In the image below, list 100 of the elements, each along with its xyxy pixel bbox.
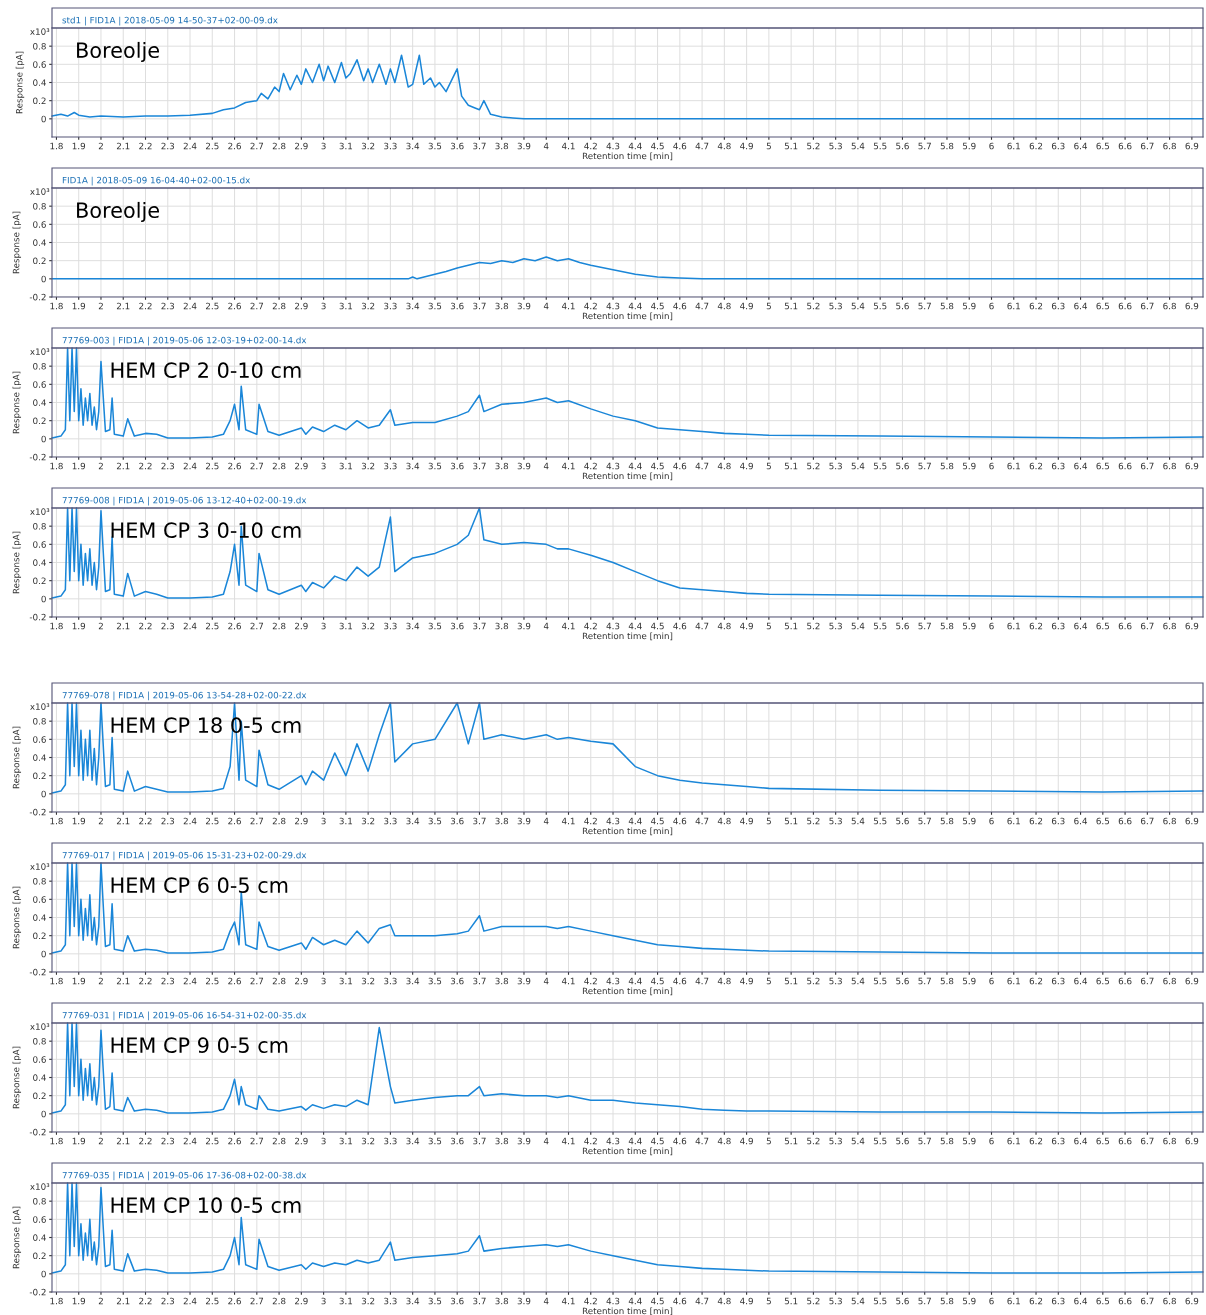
- x-tick-label: 4.3: [606, 1137, 620, 1145]
- annotation: HEM CP 6 0-5 cm: [111, 877, 288, 894]
- x-tick-label: 5.1: [784, 462, 798, 470]
- x-tick-label: 2.2: [139, 142, 152, 150]
- x-tick-label: 1.8: [50, 462, 63, 470]
- text: x10³: [30, 1023, 50, 1030]
- x-tick-label: 4.8: [717, 142, 731, 150]
- x-tick-label: 4.9: [740, 1137, 753, 1145]
- x-tick-label: 5.6: [896, 817, 909, 825]
- x-tick-label: 3.1: [339, 302, 353, 310]
- x-tick-label: 5.5: [873, 142, 887, 150]
- x-tick-label: 2.5: [205, 977, 219, 985]
- x-tick-label: 2.4: [183, 302, 197, 310]
- x-tick-label: 3.6: [450, 817, 464, 825]
- x-tick-label: 6.5: [1096, 302, 1110, 310]
- x-tick-label: 5.6: [896, 462, 909, 470]
- x-tick-label: 2.3: [161, 1137, 175, 1145]
- x-tick-label: 6.9: [1185, 462, 1199, 470]
- line-series: [51, 256, 1204, 280]
- x-tick-label: 4.8: [717, 622, 731, 630]
- x-tick-label: 1.9: [72, 302, 86, 310]
- x-tick-label: 4: [543, 302, 549, 310]
- x-tick-label: 5.5: [873, 817, 887, 825]
- y-tick-label: 0: [41, 1110, 46, 1118]
- x-tick-label: 5.6: [896, 977, 909, 985]
- x-tick-label: 6.2: [1029, 817, 1043, 825]
- x-tick-label: 3.4: [406, 977, 420, 985]
- x-tick-label: 6: [989, 1137, 994, 1145]
- x-tick-label: 1.8: [50, 1297, 63, 1305]
- x-tick-label: 1.9: [72, 1137, 86, 1145]
- x-tick-label: 2: [98, 1297, 103, 1305]
- x-tick-label: 4.6: [673, 622, 687, 630]
- x-tick-label: 6.6: [1118, 817, 1132, 825]
- x-tick-label: 2.8: [272, 462, 286, 470]
- x-tick-label: 4.4: [628, 1137, 642, 1145]
- x-tick-label: 5.6: [896, 302, 909, 310]
- x-tick-label: 5.5: [873, 302, 887, 310]
- x-tick-label: 4.6: [673, 302, 687, 310]
- x-tick-label: 3.1: [339, 1297, 353, 1305]
- x-tick-label: 2.8: [272, 817, 286, 825]
- chart-title: 77769-035 | FID1A | 2019-05-06 17-36-08+02-00-38.dx: [62, 1171, 307, 1181]
- x-tick-label: 4.7: [695, 1137, 709, 1145]
- y-tick-label: -0.2: [29, 613, 46, 621]
- x-tick-label: 4.9: [740, 142, 753, 150]
- x-tick-label: 3.9: [517, 817, 531, 825]
- chart-title: std1 | FID1A | 2018-05-09 14-50-37+02-00-09.dx: [62, 16, 278, 26]
- x-tick-label: 5.1: [784, 817, 798, 825]
- annotation: Boreolje: [77, 41, 159, 63]
- x-tick-label: 3.2: [361, 462, 375, 470]
- x-tick-label: 3.1: [339, 462, 353, 470]
- x-tick-label: 2.2: [139, 302, 152, 310]
- x-tick-label: 3: [321, 462, 326, 470]
- x-tick-label: 6.4: [1074, 462, 1088, 470]
- x-tick-label: 5.1: [784, 1297, 798, 1305]
- chart-title: 77769-003 | FID1A | 2019-05-06 12-03-19+02-00-14.dx: [62, 336, 307, 346]
- x-tick-label: 5.1: [784, 142, 798, 150]
- text: x10³: [30, 703, 50, 710]
- x-tick-label: 2.3: [161, 462, 175, 470]
- x-tick-label: 4: [543, 977, 549, 985]
- x-tick-label: 4.2: [584, 1297, 597, 1305]
- x-tick-label: 6.3: [1051, 142, 1065, 150]
- x-tick-label: 2.6: [228, 462, 241, 470]
- y-tick-label: -0.2: [29, 1288, 46, 1296]
- x-tick-label: 4.2: [584, 1137, 597, 1145]
- x-tick-label: 2.6: [228, 1137, 241, 1145]
- y-tick-label: 0.4: [33, 559, 46, 566]
- x-tick-label: 2.5: [205, 302, 219, 310]
- y-axis-title: Response [pA]: [12, 531, 22, 594]
- x-tick-label: 3.4: [406, 817, 420, 825]
- x-tick-label: 6.3: [1051, 1297, 1065, 1305]
- x-tick-label: 4.9: [740, 462, 753, 470]
- x-tick-label: 2.8: [272, 622, 286, 630]
- x-tick-label: 3.4: [406, 622, 420, 630]
- x-tick-label: 6.9: [1185, 142, 1199, 150]
- x-tick-label: 3.5: [428, 817, 442, 825]
- x-tick-label: 4.8: [717, 462, 731, 470]
- x-tick-label: 6.5: [1096, 622, 1110, 630]
- x-tick-label: 2: [98, 462, 103, 470]
- x-tick-label: 2.7: [250, 462, 264, 470]
- x-tick-label: 3.5: [428, 1137, 442, 1145]
- x-tick-label: 4: [543, 142, 549, 150]
- x-tick-label: 6.1: [1007, 817, 1020, 825]
- x-tick-label: 4.2: [584, 977, 597, 985]
- annotation: Boreolje: [77, 201, 159, 223]
- x-tick-label: 3.3: [384, 142, 397, 150]
- x-tick-label: 3.2: [361, 817, 375, 825]
- x-tick-label: 5.7: [918, 1137, 931, 1145]
- x-tick-label: 6.4: [1074, 302, 1088, 310]
- x-tick-label: 2.7: [250, 142, 264, 150]
- x-tick-label: 5.9: [962, 142, 976, 150]
- x-tick-label: 2: [98, 1137, 103, 1145]
- x-tick-label: 6.4: [1074, 977, 1088, 985]
- x-tick-label: 2.4: [183, 1137, 197, 1145]
- x-tick-label: 6.6: [1118, 977, 1132, 985]
- y-tick-label: 0.2: [33, 257, 46, 265]
- x-tick-label: 3.7: [473, 302, 486, 310]
- x-tick-label: 3.5: [428, 622, 442, 630]
- x-tick-label: 6.9: [1185, 977, 1199, 985]
- x-tick-label: 4.4: [628, 462, 642, 470]
- x-tick-label: 4.7: [695, 817, 709, 825]
